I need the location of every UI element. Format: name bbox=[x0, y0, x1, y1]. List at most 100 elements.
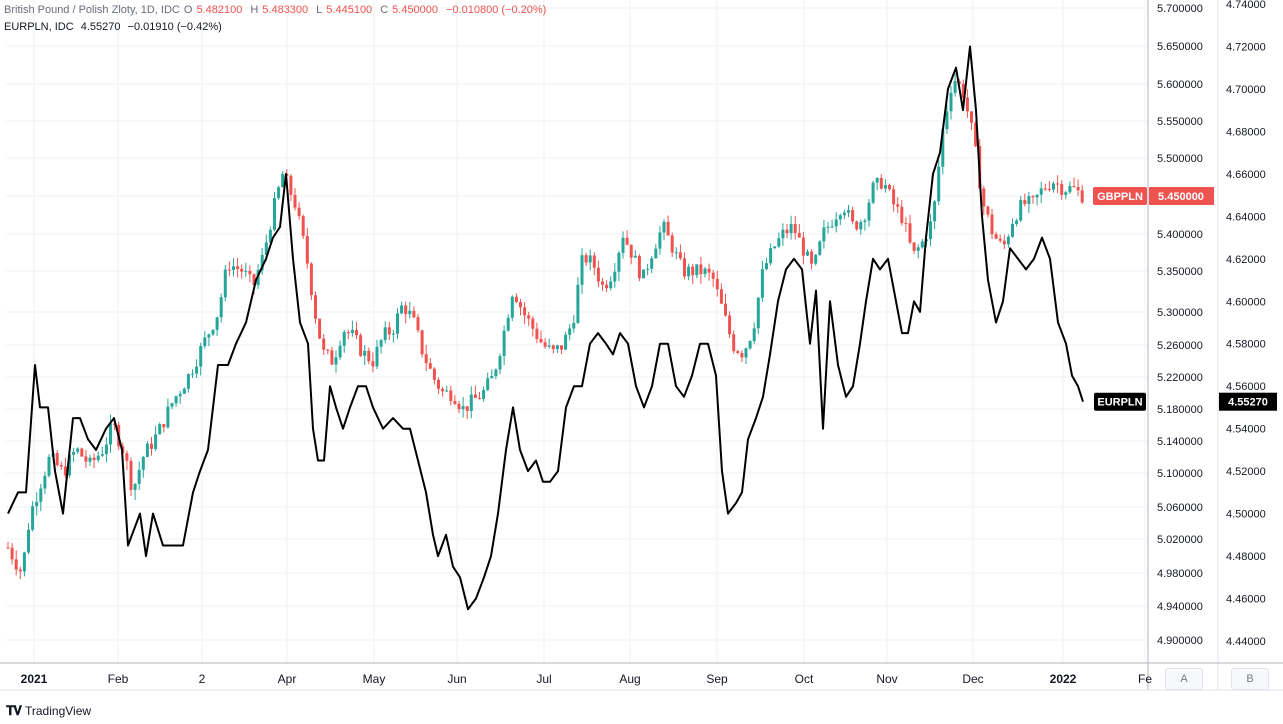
gbppln-candle bbox=[498, 353, 502, 375]
gbppln-candle bbox=[838, 213, 842, 226]
gbppln-candle bbox=[441, 386, 445, 397]
gbppln-tick-label: 5.220000 bbox=[1157, 372, 1203, 384]
gbppln-candle bbox=[301, 214, 305, 239]
gbppln-candle bbox=[748, 340, 752, 350]
gbppln-candle bbox=[596, 260, 600, 288]
gbppln-candle bbox=[396, 308, 399, 339]
gbppln-candle bbox=[326, 348, 330, 355]
gbppln-candle bbox=[420, 329, 424, 358]
axis-scale-button-a[interactable]: A bbox=[1165, 668, 1203, 690]
gbppln-candle bbox=[244, 262, 248, 278]
axis-scale-button-b[interactable]: B bbox=[1231, 668, 1269, 690]
gbppln-candle bbox=[896, 197, 900, 214]
legend-close: 5.450000 bbox=[392, 4, 439, 16]
gbppln-candle bbox=[662, 219, 666, 241]
gbppln-candle bbox=[1015, 218, 1019, 227]
gbppln-candle bbox=[986, 205, 990, 218]
gbppln-tick-label: 5.140000 bbox=[1157, 436, 1203, 448]
gbppln-series-label: GBPPLN bbox=[1097, 191, 1143, 203]
gbppln-candle bbox=[293, 188, 297, 211]
gbppln-candle bbox=[1023, 193, 1027, 207]
gbppln-candle bbox=[432, 367, 436, 385]
gbppln-candle bbox=[875, 177, 879, 191]
gbppln-candle bbox=[908, 214, 912, 245]
gbppln-candle bbox=[678, 244, 682, 261]
gbppln-candle bbox=[822, 220, 826, 249]
time-tick-label: Aug bbox=[619, 672, 640, 686]
gbppln-candle bbox=[564, 331, 568, 350]
gbppln-candle bbox=[10, 543, 14, 565]
gbppln-candle bbox=[781, 223, 785, 246]
gbppln-candle bbox=[482, 386, 486, 402]
gbppln-candle bbox=[309, 262, 313, 300]
legend-eurpln-value: 4.55270 bbox=[80, 21, 121, 33]
gbppln-candle bbox=[588, 249, 592, 271]
tradingview-footer[interactable]: 𝐓𝐕 TradingView bbox=[6, 703, 91, 719]
gbppln-candle bbox=[469, 386, 473, 419]
gbppln-candle bbox=[457, 401, 461, 414]
gbppln-candle bbox=[625, 230, 629, 246]
gbppln-candle bbox=[970, 111, 973, 131]
gbppln-candle bbox=[6, 541, 10, 549]
eurpln-line bbox=[7, 45, 1084, 611]
gbppln-candle bbox=[859, 219, 863, 235]
gbppln-candle bbox=[601, 278, 604, 291]
gbppln-candle bbox=[170, 402, 174, 410]
gbppln-candle bbox=[1064, 190, 1068, 200]
gbppln-candle bbox=[949, 85, 953, 120]
gbppln-tick-label: 5.500000 bbox=[1157, 153, 1203, 165]
gbppln-candle bbox=[465, 406, 469, 420]
gbppln-candle bbox=[703, 266, 707, 278]
gbppln-candle bbox=[605, 280, 609, 292]
gbppln-candle bbox=[318, 318, 322, 340]
gbppln-candle bbox=[797, 224, 801, 238]
gbppln-candle bbox=[814, 253, 818, 266]
gbppln-candle bbox=[400, 301, 404, 315]
gbppln-candle bbox=[84, 449, 88, 468]
gbppln-candle bbox=[145, 441, 149, 458]
gbppln-candle bbox=[178, 390, 182, 404]
eurpln-tick-label: 4.52000 bbox=[1226, 466, 1266, 478]
gbppln-candle bbox=[63, 457, 67, 478]
gbppln-candle bbox=[937, 159, 941, 206]
gbppln-candle bbox=[617, 250, 621, 282]
gbppln-last-price: 5.450000 bbox=[1158, 191, 1204, 203]
eurpln-tick-label: 4.70000 bbox=[1226, 84, 1266, 96]
gbppln-candle bbox=[322, 333, 326, 356]
gbppln-candle bbox=[752, 322, 756, 345]
eurpln-last-price-tag bbox=[1219, 392, 1277, 411]
time-tick-label: 2 bbox=[199, 672, 206, 686]
gbppln-candle bbox=[654, 244, 658, 259]
gbppln-last-price-tag bbox=[1149, 187, 1214, 205]
eurpln-tick-label: 4.48000 bbox=[1226, 551, 1266, 563]
gbppln-candle bbox=[674, 247, 678, 260]
gbppln-tick-label: 5.700000 bbox=[1157, 3, 1203, 15]
eurpln-tick-label: 4.72000 bbox=[1226, 41, 1266, 53]
gbppln-candle bbox=[166, 398, 170, 429]
gbppln-candle bbox=[371, 352, 375, 373]
gbppln-candle bbox=[248, 265, 252, 283]
gbppln-candle bbox=[650, 256, 654, 274]
gbppln-candle bbox=[494, 368, 498, 380]
eurpln-series-tag bbox=[1094, 392, 1146, 411]
gbppln-candle bbox=[383, 321, 387, 344]
gbppln-candle bbox=[1080, 184, 1084, 204]
gbppln-candle bbox=[879, 174, 883, 190]
eurpln-tick-label: 4.66000 bbox=[1226, 169, 1266, 181]
legend-high: 5.483300 bbox=[262, 4, 309, 16]
gbppln-candle bbox=[818, 240, 822, 256]
gbppln-candle bbox=[350, 320, 354, 337]
gbppln-candle bbox=[765, 257, 768, 271]
gbppln-candle bbox=[514, 293, 518, 304]
gbppln-candle bbox=[182, 387, 186, 394]
gbppln-candle bbox=[31, 501, 35, 532]
gbppln-candle bbox=[437, 377, 440, 394]
time-tick-label: Nov bbox=[876, 672, 897, 686]
gbppln-tick-label: 5.260000 bbox=[1157, 340, 1203, 352]
gbppln-candle bbox=[613, 262, 617, 288]
gbppln-candle bbox=[428, 357, 432, 370]
legend-eurpln: EURPLN, IDC 4.55270 −0.01910 (−0.42%) bbox=[4, 21, 226, 33]
gbppln-candle bbox=[961, 79, 965, 102]
gbppln-candle bbox=[18, 566, 22, 580]
